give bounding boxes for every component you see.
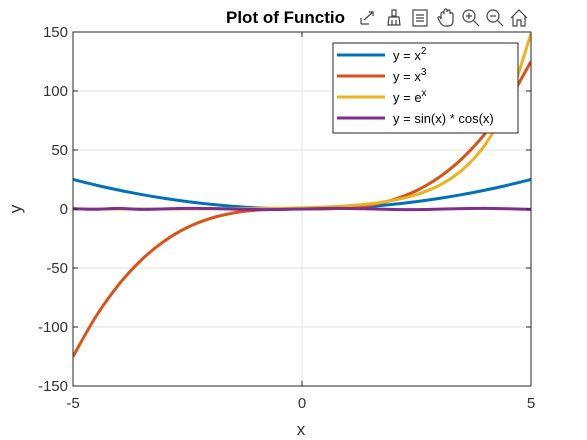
legend-entry: y = x3: [393, 67, 427, 84]
pan-icon[interactable]: [436, 8, 456, 28]
y-tick-label: 50: [51, 142, 68, 159]
x-tick-label: 0: [298, 395, 306, 412]
y-tick-label: -50: [46, 260, 68, 277]
x-tick-label: 5: [527, 395, 535, 412]
y-tick-label: 150: [43, 24, 68, 41]
export-icon[interactable]: [358, 8, 378, 28]
x-tick-label: -5: [66, 395, 79, 412]
series-line-4: [73, 206, 531, 212]
legend-entry: y = x2: [393, 46, 427, 63]
x-axis-label: x: [297, 420, 306, 439]
brush-icon[interactable]: [384, 8, 404, 28]
data-tips-icon[interactable]: [410, 8, 430, 28]
y-tick-label: -150: [38, 378, 68, 395]
legend-entry: y = ex: [393, 88, 427, 105]
y-tick-label: -100: [38, 319, 68, 336]
y-tick-label: 100: [43, 83, 68, 100]
series-lines: [73, 33, 531, 358]
y-axis-label: y: [6, 204, 25, 213]
axes-toolbar: [358, 8, 529, 28]
legend: y = x2 y = x3 y = ex y = sin(x) * cos(x): [332, 42, 519, 134]
zoom-in-icon[interactable]: [461, 8, 481, 28]
zoom-out-icon[interactable]: [485, 8, 505, 28]
legend-entry: y = sin(x) * cos(x): [393, 111, 494, 126]
home-icon[interactable]: [509, 8, 529, 28]
chart-title: Plot of Functio: [226, 8, 345, 27]
y-tick-label: 0: [60, 201, 68, 218]
